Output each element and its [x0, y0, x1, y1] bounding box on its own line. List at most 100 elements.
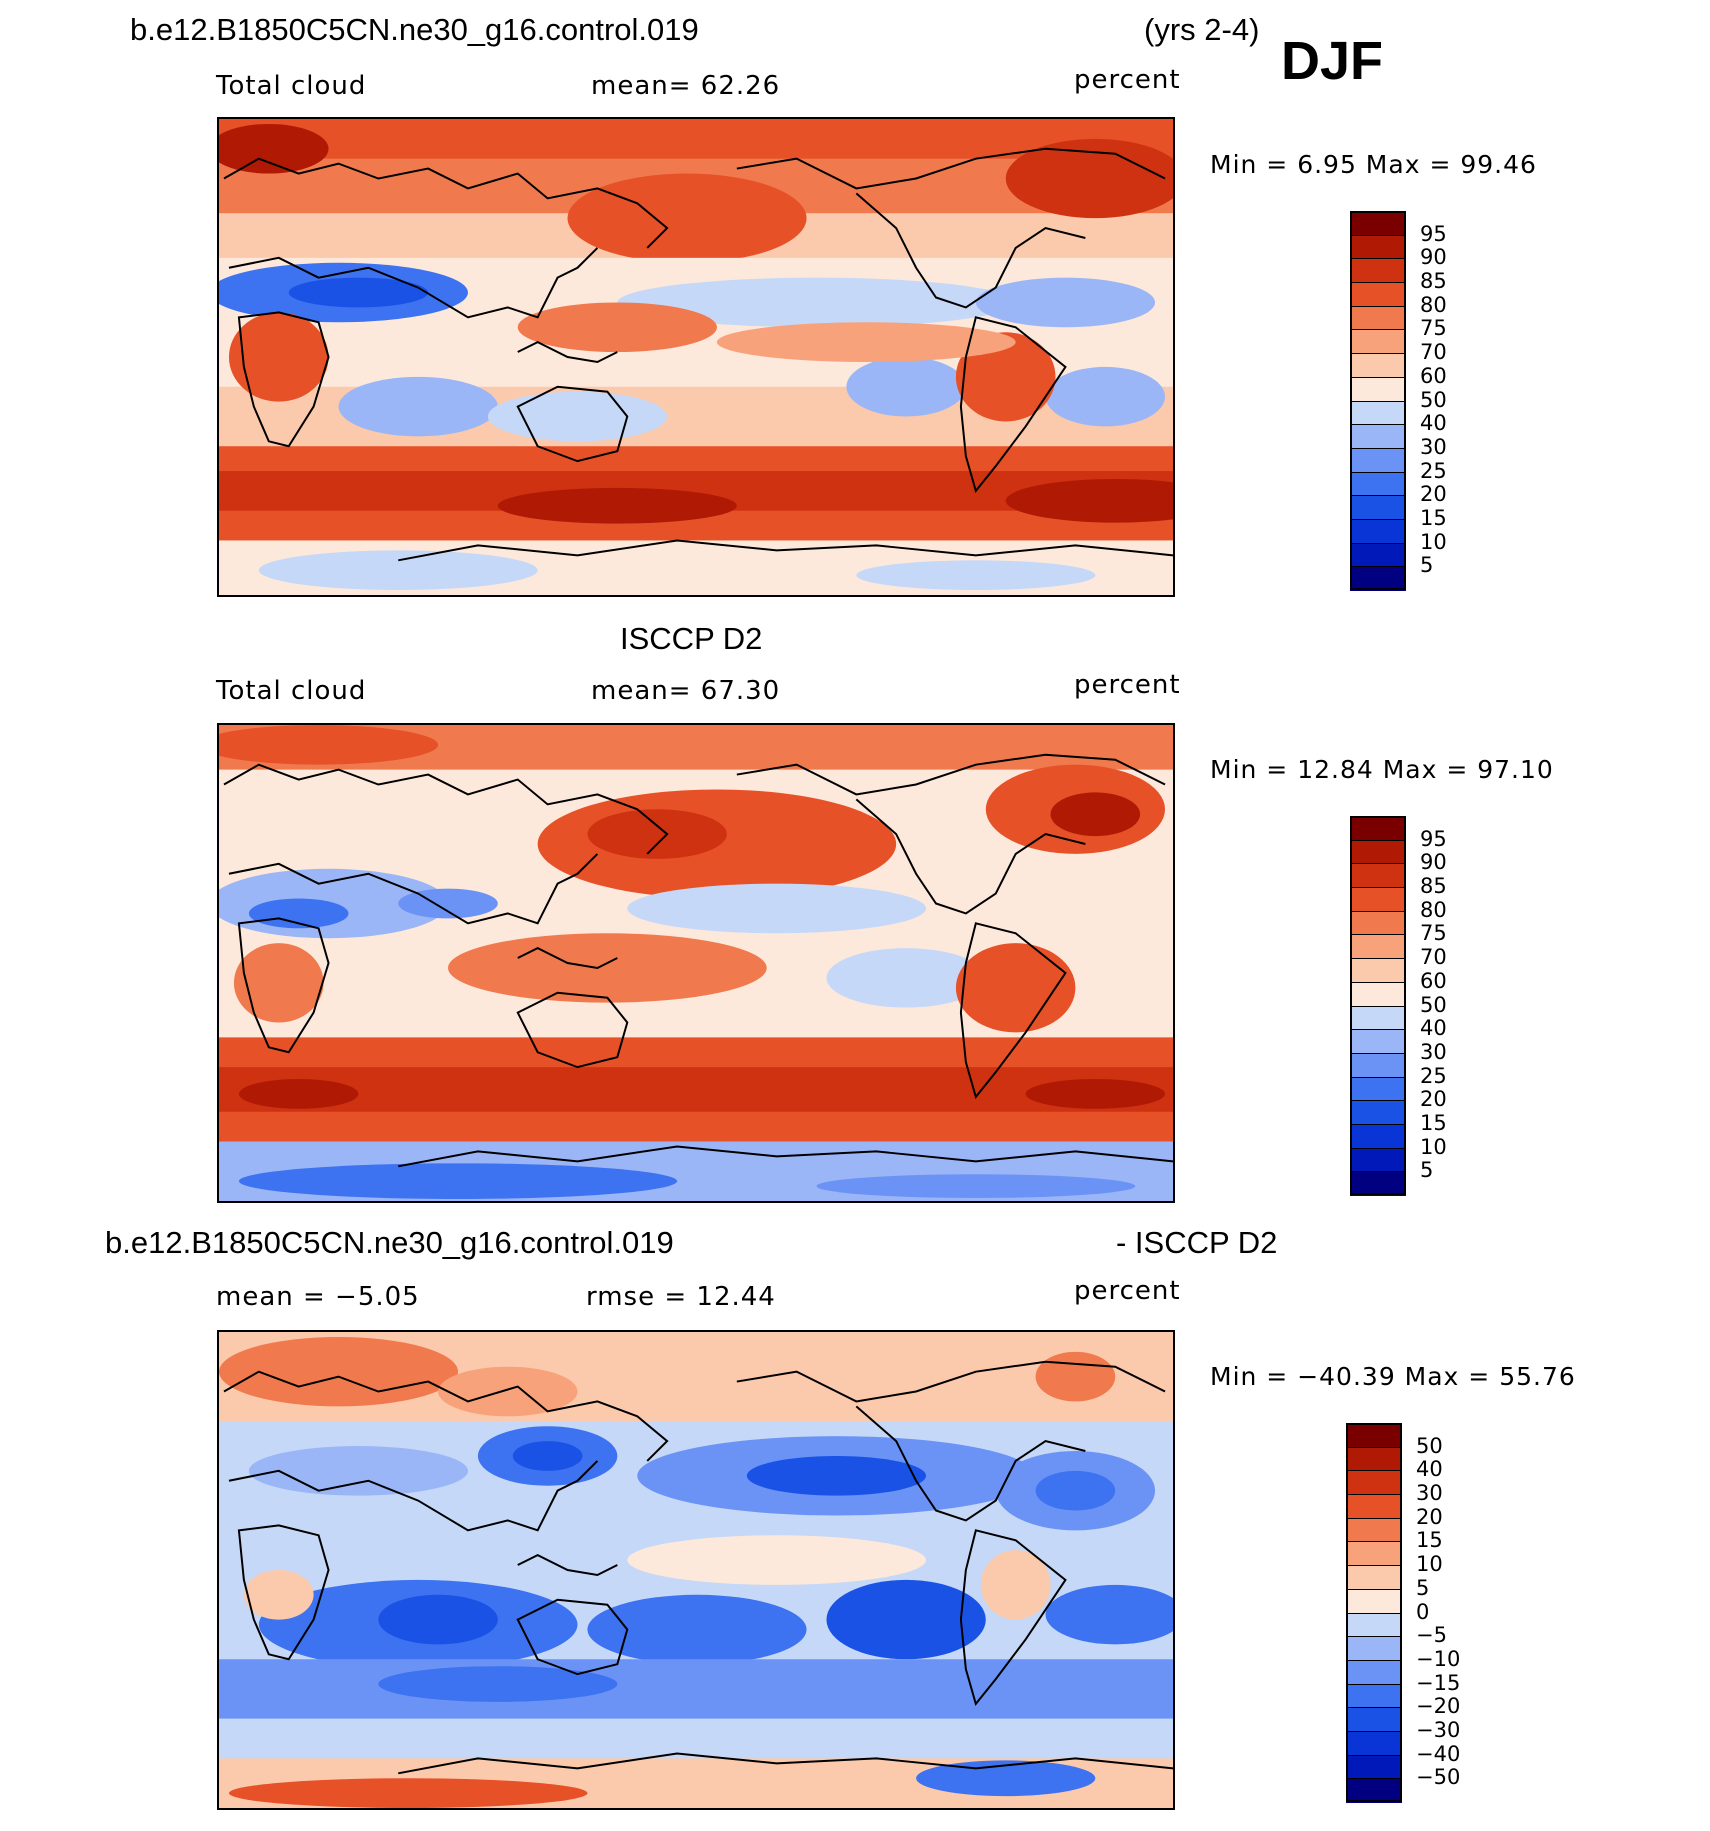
- map-field: [219, 1067, 1173, 1112]
- colorbar-tick-label: −15: [1416, 1670, 1461, 1695]
- map-field: [248, 1446, 468, 1496]
- coastline-antarctica: [398, 539, 1173, 562]
- colorbar-swatch: [1346, 1517, 1402, 1543]
- colorbar-tick-label: 5: [1420, 1158, 1434, 1183]
- map-field: [512, 1441, 583, 1471]
- map-field: [233, 943, 324, 1023]
- colorbar-tick-label: 5: [1420, 553, 1434, 578]
- map-field: [587, 809, 727, 859]
- map-field: [497, 487, 737, 524]
- map-field: [1005, 138, 1173, 219]
- map-field: [716, 322, 1016, 362]
- colorbar-tick-label: 25: [1420, 1063, 1447, 1088]
- colorbar-swatch: [1350, 1123, 1406, 1149]
- coastline-eurasia-south: [228, 247, 599, 319]
- map-field: [398, 888, 498, 919]
- colorbar-swatch: [1350, 258, 1406, 284]
- panel1-map: [217, 117, 1175, 597]
- colorbar-tick-label: −30: [1416, 1717, 1461, 1742]
- map-field: [338, 376, 498, 437]
- map-field: [567, 173, 807, 263]
- colorbar-swatch: [1350, 1029, 1406, 1054]
- colorbar-swatch: [1346, 1565, 1402, 1590]
- map-field: [378, 1594, 498, 1645]
- coastlines: [223, 1360, 1173, 1775]
- coastline-australia: [516, 385, 629, 463]
- colorbar-tick-label: 20: [1420, 482, 1447, 507]
- colorbar-swatch: [1346, 1423, 1402, 1448]
- colorbar-tick-label: 80: [1420, 292, 1447, 317]
- coastline-north-america-north: [736, 147, 1166, 190]
- colorbar-tick-label: 85: [1420, 269, 1447, 294]
- coastline-antarctica: [398, 1752, 1173, 1775]
- colorbar-swatch: [1350, 1147, 1406, 1173]
- colorbar-swatch: [1350, 234, 1406, 260]
- colorbar-tick-label: 10: [1420, 529, 1447, 554]
- colorbar-swatch: [1350, 839, 1406, 865]
- colorbar-swatch: [1350, 376, 1406, 402]
- colorbar-tick-label: 15: [1420, 505, 1447, 530]
- map-field: [816, 1174, 1136, 1199]
- colorbar-tick-label: 60: [1420, 363, 1447, 388]
- map-field: [1035, 1470, 1116, 1511]
- colorbar-tick-label: −40: [1416, 1741, 1461, 1766]
- map-field: [248, 898, 349, 929]
- map-field: [219, 1336, 458, 1407]
- colorbar-swatch: [1350, 305, 1406, 331]
- colorbar-swatch: [1350, 1171, 1406, 1196]
- colorbar-frame: [1346, 1423, 1402, 1802]
- map-field: [243, 1570, 314, 1620]
- colorbar-swatch: [1350, 447, 1406, 473]
- coastline-maritime-continent: [517, 947, 618, 969]
- colorbar-swatch: [1350, 566, 1406, 591]
- map-field: [955, 943, 1076, 1033]
- coastline-south-america: [959, 922, 1067, 1099]
- coastline-africa: [237, 917, 330, 1054]
- coastline-australia: [516, 991, 629, 1069]
- panel2-minmax-label: Min = 12.84 Max = 97.10: [1210, 755, 1554, 784]
- panel3-colorbar: 50 40 30 20 15 10 5 0 −5 −10 −15 −20 −30 −40 −50: [1346, 1423, 1460, 1803]
- panel1-variable-label: Total cloud: [216, 71, 367, 101]
- map-field: [1005, 478, 1173, 523]
- map-field: [627, 1535, 927, 1585]
- colorbar-swatch: [1346, 1446, 1402, 1472]
- colorbar-swatch: [1350, 353, 1406, 378]
- colorbar-swatch: [1350, 329, 1406, 355]
- years-label: (yrs 2-4): [1144, 12, 1260, 47]
- colorbar-swatch: [1350, 211, 1406, 236]
- panel2-map: [217, 723, 1175, 1203]
- coastline-eurasia-north: [223, 763, 669, 855]
- colorbar-tick-label: 10: [1416, 1552, 1443, 1577]
- colorbar-swatch: [1346, 1588, 1402, 1614]
- coastline-north-america-north: [736, 753, 1166, 796]
- map-field: [856, 560, 1096, 591]
- colorbar-tick-label: 40: [1420, 1016, 1447, 1041]
- panel3-title-left: b.e12.B1850C5CN.ne30_g16.control.019: [105, 1225, 674, 1260]
- colorbar-tick-label: 75: [1420, 316, 1447, 341]
- colorbar-swatch: [1350, 816, 1406, 841]
- coastline-maritime-continent: [517, 341, 618, 363]
- colorbar-swatch: [1350, 400, 1406, 426]
- coastlines: [223, 753, 1173, 1168]
- colorbar-tick-label: 90: [1420, 245, 1447, 270]
- panel2-map-svg: [219, 725, 1173, 1201]
- colorbar-tick-label: 70: [1420, 945, 1447, 970]
- colorbar-swatch: [1346, 1470, 1402, 1496]
- colorbar-swatch: [1350, 471, 1406, 497]
- panel3-units-label: percent: [1074, 1276, 1181, 1306]
- map-field: [1045, 1584, 1173, 1645]
- colorbar-tick-label: 50: [1416, 1433, 1443, 1458]
- coastline-eurasia-north: [223, 1370, 669, 1462]
- map-field: [487, 391, 668, 442]
- colorbar-tick-label: 15: [1420, 1110, 1447, 1135]
- panel2-units-label: percent: [1074, 670, 1181, 700]
- colorbar-swatch: [1350, 1076, 1406, 1102]
- map-field: [238, 1079, 359, 1109]
- coastline-south-america: [959, 316, 1067, 493]
- colorbar-tick-label: 20: [1420, 1087, 1447, 1112]
- map-field: [448, 933, 767, 1003]
- coastline-north-america-south: [855, 798, 1086, 915]
- panel3-map: [217, 1330, 1175, 1810]
- map-field: [219, 123, 329, 174]
- panel1-mean-label: mean= 62.26: [591, 71, 781, 101]
